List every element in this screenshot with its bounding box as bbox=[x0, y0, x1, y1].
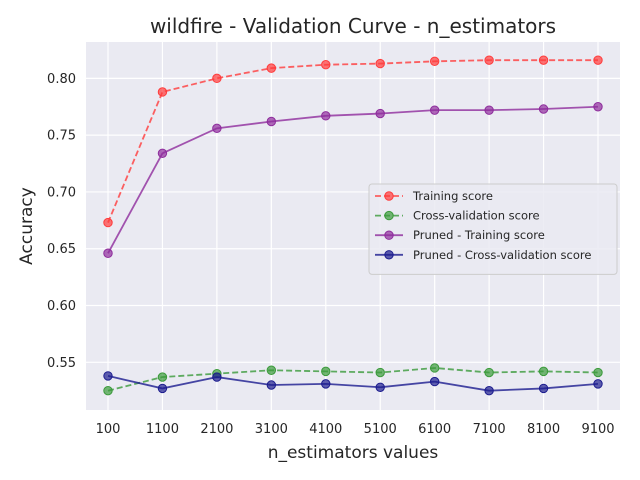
legend-item: Training score bbox=[375, 189, 493, 203]
data-point bbox=[103, 248, 113, 258]
data-point bbox=[593, 379, 603, 389]
legend-marker bbox=[384, 230, 394, 240]
x-axis-title: n_estimators values bbox=[268, 443, 439, 463]
data-point bbox=[321, 366, 331, 377]
x-tick-label: 4100 bbox=[309, 422, 342, 437]
y-axis-title: Accuracy bbox=[17, 187, 37, 265]
series-line bbox=[107, 59, 598, 223]
data-point bbox=[375, 58, 385, 69]
y-tick-label: 0.70 bbox=[47, 185, 76, 200]
data-point bbox=[484, 367, 494, 378]
data-point bbox=[538, 55, 549, 65]
y-tick-label: 0.60 bbox=[47, 299, 76, 314]
series-line bbox=[107, 105, 599, 254]
data-point bbox=[375, 367, 385, 378]
data-point bbox=[484, 105, 494, 115]
legend-item: Cross-validation score bbox=[375, 209, 540, 223]
data-point bbox=[429, 56, 440, 67]
data-point bbox=[593, 102, 603, 112]
data-point bbox=[103, 217, 113, 228]
data-point bbox=[538, 104, 549, 114]
x-tick-label: 6100 bbox=[418, 422, 451, 437]
legend-box bbox=[368, 183, 618, 275]
legend: Training score Cross-validation score Prun… bbox=[368, 183, 618, 275]
data-point bbox=[593, 55, 603, 65]
data-point bbox=[429, 105, 440, 115]
y-tick-label: 0.75 bbox=[47, 129, 76, 144]
x-tick-label: 1100 bbox=[146, 422, 179, 437]
data-point bbox=[538, 366, 549, 377]
data-point bbox=[157, 87, 168, 97]
y-tick-label: 0.65 bbox=[47, 242, 76, 257]
data-point bbox=[321, 379, 331, 389]
x-tick-label: 9100 bbox=[581, 422, 614, 437]
data-point bbox=[157, 383, 168, 394]
legend-item: Pruned - Cross-validation score bbox=[375, 248, 591, 262]
data-point bbox=[266, 380, 277, 390]
data-point bbox=[266, 63, 277, 73]
legend-label: Cross-validation score bbox=[413, 209, 540, 223]
data-point bbox=[157, 148, 168, 159]
legend-label: Pruned - Training score bbox=[413, 228, 545, 242]
x-tick-label: 7100 bbox=[473, 422, 506, 437]
data-point bbox=[375, 382, 385, 392]
data-point bbox=[103, 371, 113, 381]
data-point bbox=[484, 385, 494, 396]
x-tick-label: 5100 bbox=[364, 422, 397, 437]
legend-marker bbox=[384, 191, 394, 201]
x-tick-label: 100 bbox=[96, 422, 121, 437]
series-line bbox=[107, 367, 599, 392]
legend-marker bbox=[384, 250, 394, 260]
series-group bbox=[103, 55, 603, 396]
data-point bbox=[212, 372, 222, 382]
x-tick-label: 8100 bbox=[527, 422, 560, 437]
data-point bbox=[266, 116, 277, 127]
series-1 bbox=[103, 55, 603, 228]
data-point bbox=[375, 108, 385, 119]
x-tick-label: 3100 bbox=[255, 422, 288, 437]
y-tick-label: 0.55 bbox=[47, 356, 76, 371]
series-4 bbox=[103, 371, 603, 396]
chart-title: wildfire - Validation Curve - n_estimato… bbox=[150, 14, 556, 38]
data-point bbox=[212, 73, 222, 84]
data-point bbox=[266, 365, 277, 375]
data-point bbox=[429, 376, 440, 387]
data-point bbox=[321, 111, 331, 121]
legend-label: Training score bbox=[412, 189, 493, 203]
legend-item: Pruned - Training score bbox=[375, 228, 545, 242]
x-tick-label: 2100 bbox=[200, 422, 233, 437]
series-line bbox=[107, 375, 599, 392]
data-point bbox=[429, 363, 440, 373]
data-point bbox=[321, 60, 331, 70]
data-point bbox=[593, 367, 603, 378]
y-tick-label: 0.80 bbox=[47, 72, 76, 87]
tick-labels: 0.55 0.60 0.65 0.70 0.75 0.80 100 1100 2100 3100 4… bbox=[47, 72, 615, 437]
data-point bbox=[212, 123, 222, 134]
data-point bbox=[484, 55, 494, 65]
series-3 bbox=[103, 102, 603, 258]
data-point bbox=[538, 383, 549, 394]
legend-marker bbox=[384, 210, 394, 221]
data-point bbox=[157, 372, 168, 382]
legend-label: Pruned - Cross-validation score bbox=[413, 248, 591, 262]
data-point bbox=[103, 385, 113, 396]
